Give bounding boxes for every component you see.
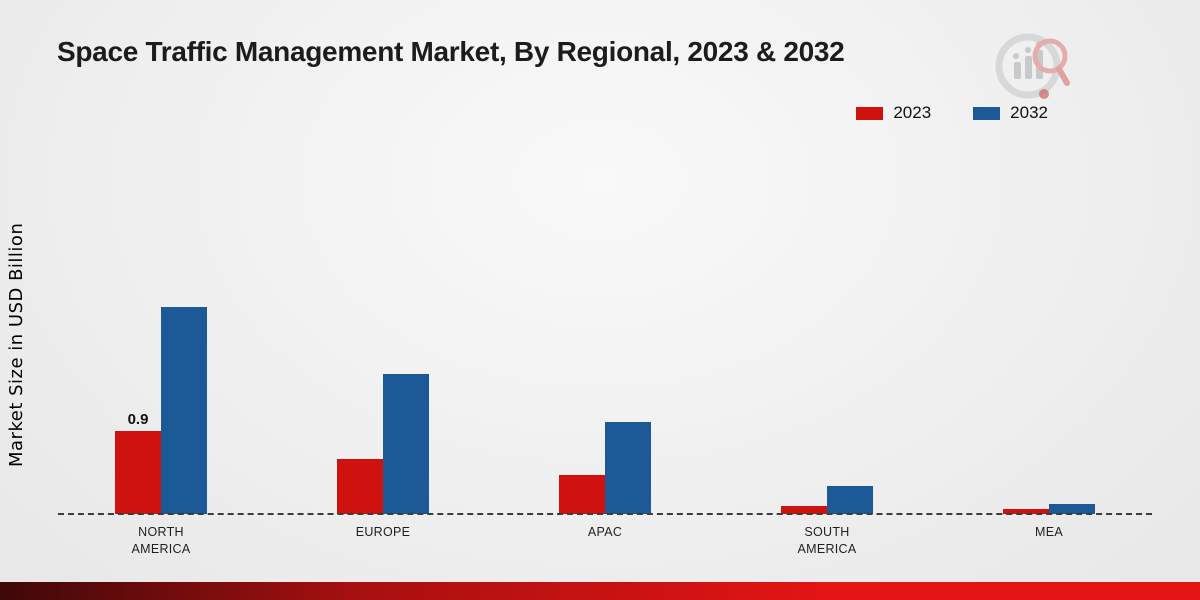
- category-label-north-america: NORTH AMERICA: [131, 525, 191, 556]
- legend-label-2023: 2023: [893, 103, 932, 122]
- bar-2023-south-america: [781, 506, 827, 514]
- bar-2023-europe: [337, 459, 383, 514]
- chart-title: Space Traffic Management Market, By Regi…: [57, 36, 845, 67]
- plot-area: 0.9 NORTH AMERICA EUROPE APAC SOUTH AMERICA M…: [50, 307, 1160, 556]
- bar-2032-apac: [605, 422, 651, 514]
- bars-europe: [337, 374, 429, 514]
- bar-group-europe: EUROPE: [272, 374, 494, 539]
- bar-2032-north-america: [161, 307, 207, 514]
- bar-group-apac: APAC: [494, 422, 716, 539]
- y-axis-label: Market Size in USD Billion: [6, 222, 27, 468]
- category-label-apac: APAC: [587, 525, 623, 539]
- category-label-south-america: SOUTH AMERICA: [797, 525, 857, 556]
- bars-south-america: [781, 486, 873, 514]
- bars-north-america: 0.9: [115, 307, 207, 514]
- brand-logo-icon: [995, 33, 1070, 99]
- bar-group-north-america: 0.9 NORTH AMERICA: [50, 307, 272, 556]
- footer-accent-bar: [0, 582, 1200, 600]
- bar-2032-south-america: [827, 486, 873, 514]
- brand-logo: [992, 26, 1072, 117]
- bar-2032-europe: [383, 374, 429, 514]
- bar-group-south-america: SOUTH AMERICA: [716, 486, 938, 556]
- x-axis-baseline: [58, 513, 1152, 515]
- bar-2023-apac: [559, 475, 605, 514]
- legend-item-2023: 2023: [856, 103, 931, 123]
- category-label-mea: MEA: [1035, 525, 1063, 539]
- bars-mea: [1003, 504, 1095, 514]
- bar-2032-mea: [1049, 504, 1095, 514]
- legend: 2023 2032: [856, 103, 1048, 123]
- bar-value-label-north-america: 0.9: [127, 411, 149, 428]
- legend-swatch-2023: [856, 106, 884, 120]
- bars-apac: [559, 422, 651, 514]
- bar-2023-mea: [1003, 509, 1049, 514]
- bar-group-mea: MEA: [938, 504, 1160, 539]
- legend-swatch-2032: [973, 106, 1001, 120]
- legend-label-2032: 2032: [1010, 103, 1048, 122]
- bar-2023-north-america: 0.9: [115, 411, 161, 514]
- legend-item-2032: 2032: [973, 103, 1048, 123]
- category-label-europe: EUROPE: [355, 525, 411, 539]
